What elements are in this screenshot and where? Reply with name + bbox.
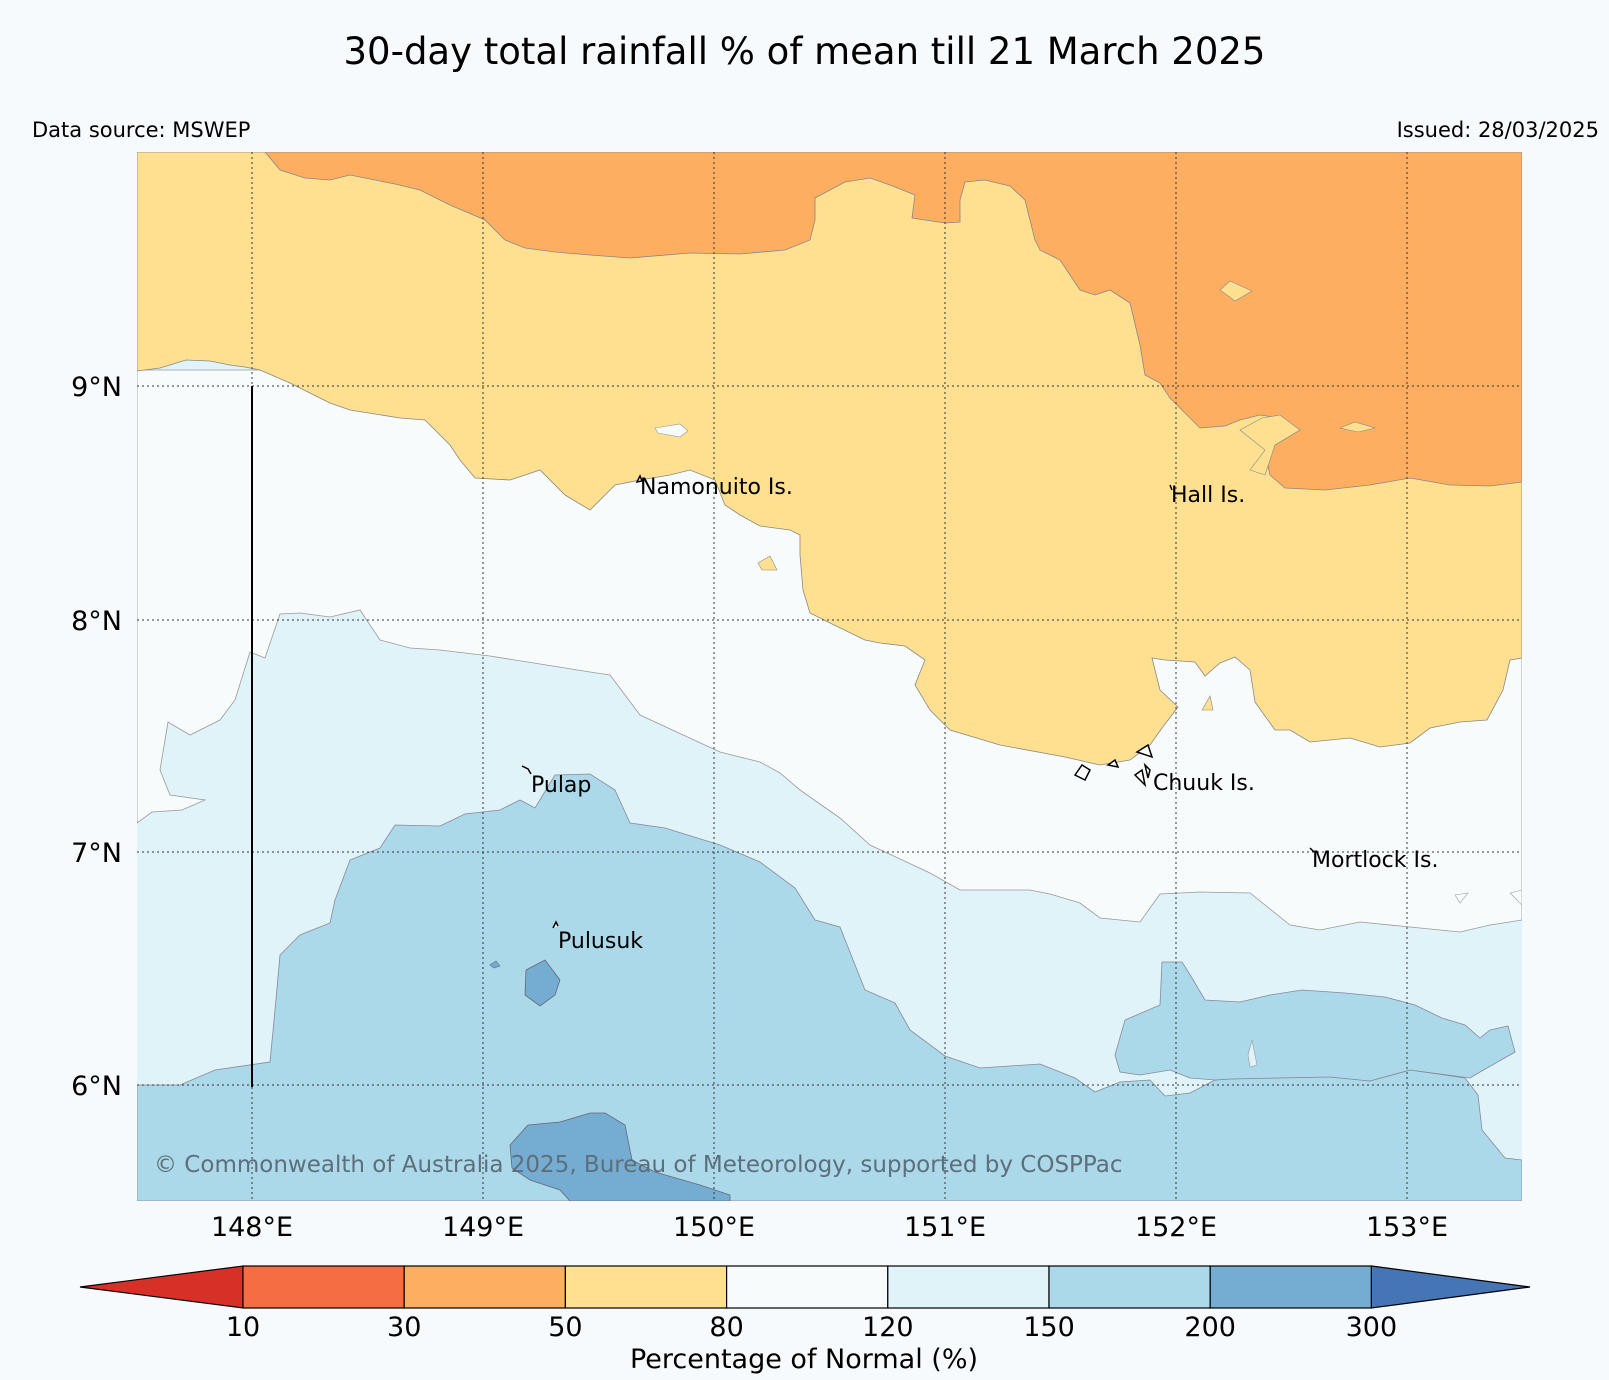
band-200-300-dot bbox=[489, 960, 501, 969]
chuuk-marker-5 bbox=[1143, 762, 1151, 779]
yellow-speck-2 bbox=[1201, 695, 1214, 711]
colorbar-extend-high bbox=[1370, 1265, 1531, 1309]
legend-title: Percentage of Normal (%) bbox=[630, 1344, 978, 1375]
copyright: © Commonwealth of Australia 2025, Bureau… bbox=[154, 1152, 1123, 1178]
colorbar-tick-label: 10 bbox=[226, 1312, 260, 1343]
label-mortlock: Mortlock Is. bbox=[1312, 848, 1438, 873]
yellow-hole-3 bbox=[1239, 414, 1301, 476]
lon-label-148: 148°E bbox=[211, 1212, 293, 1243]
band-200-300-patch bbox=[524, 959, 561, 1007]
pulusuk-marker bbox=[552, 920, 559, 929]
label-pulap: Pulap bbox=[531, 773, 591, 798]
colorbar-tick-label: 50 bbox=[548, 1312, 582, 1343]
chuuk-marker-4 bbox=[1133, 768, 1147, 788]
map-area: Namonuito Is. Hall Is. Pulap Chuuk Is. M… bbox=[137, 152, 1522, 1201]
lat-label-7: 7°N bbox=[71, 838, 122, 869]
lon-label-151: 151°E bbox=[904, 1212, 986, 1243]
lon-label-150: 150°E bbox=[673, 1212, 755, 1243]
colorbar-tick-label: 80 bbox=[709, 1312, 743, 1343]
island-markers bbox=[521, 474, 1315, 929]
colorbar-tick-label: 300 bbox=[1346, 1312, 1398, 1343]
label-chuuk: Chuuk Is. bbox=[1153, 771, 1255, 796]
lat-label-9: 9°N bbox=[71, 372, 122, 403]
graticule bbox=[137, 152, 1522, 1201]
colorbar-box bbox=[1048, 1265, 1211, 1309]
issued-date: Issued: 28/03/2025 bbox=[1396, 118, 1599, 142]
lon-label-152: 152°E bbox=[1135, 1212, 1217, 1243]
mortlock-marker bbox=[1309, 847, 1315, 853]
pulap-marker bbox=[521, 765, 532, 775]
hall-marker bbox=[1169, 484, 1173, 491]
speck-1 bbox=[1247, 1039, 1258, 1068]
colorbar-tick-label: 200 bbox=[1184, 1312, 1236, 1343]
label-pulusuk: Pulusuk bbox=[558, 929, 643, 954]
label-namonuito: Namonuito Is. bbox=[640, 475, 793, 500]
lat-label-6: 6°N bbox=[71, 1071, 122, 1102]
colorbar-box bbox=[1209, 1265, 1372, 1309]
chuuk-marker-1 bbox=[1135, 743, 1154, 759]
lon-label-149: 149°E bbox=[442, 1212, 524, 1243]
speck-2 bbox=[1454, 892, 1469, 904]
colorbar-box bbox=[242, 1265, 405, 1309]
yellow-hole-2 bbox=[1338, 421, 1377, 433]
colorbar-box bbox=[725, 1265, 889, 1309]
colorbar-tick-label: 150 bbox=[1023, 1312, 1075, 1343]
speck-3 bbox=[1509, 889, 1522, 906]
colorbar: 10 30 50 80 120 150 200 300 bbox=[79, 1265, 1531, 1343]
colorbar-tick-label: 120 bbox=[862, 1312, 914, 1343]
namonuito-marker bbox=[635, 474, 644, 484]
label-hall: Hall Is. bbox=[1171, 483, 1245, 508]
band-150-200-east bbox=[1114, 961, 1516, 1082]
lat-label-8: 8°N bbox=[71, 606, 122, 637]
map-title: 30-day total rainfall % of mean till 21 … bbox=[343, 30, 1266, 73]
lon-label-153: 153°E bbox=[1366, 1212, 1448, 1243]
chuuk-marker-2 bbox=[1073, 763, 1091, 782]
colorbar-extend-low bbox=[79, 1265, 244, 1309]
colorbar-box bbox=[564, 1265, 728, 1309]
colorbar-tick-label: 30 bbox=[387, 1312, 421, 1343]
band-200-300-south bbox=[509, 1112, 731, 1201]
colorbar-box bbox=[887, 1265, 1050, 1309]
white-speck bbox=[654, 423, 689, 438]
yellow-speck-1 bbox=[757, 555, 778, 571]
chuuk-marker-3 bbox=[1106, 758, 1120, 769]
yellow-hole-1 bbox=[1219, 280, 1253, 302]
colorbar-box bbox=[403, 1265, 567, 1309]
data-source: Data source: MSWEP bbox=[32, 118, 251, 142]
